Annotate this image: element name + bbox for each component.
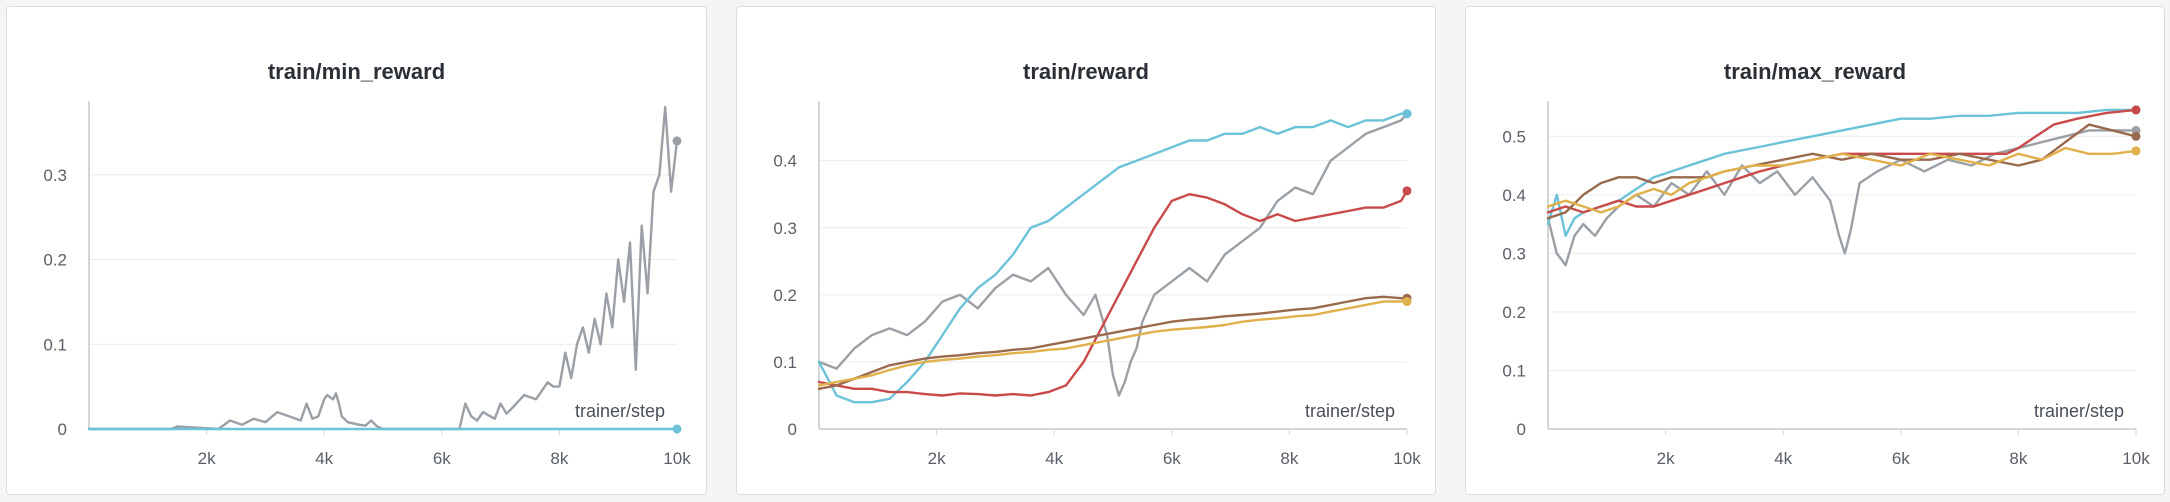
- chart-title: train/reward: [1023, 59, 1149, 84]
- series-line-gray: [1546, 129, 2138, 267]
- x-axis-title: trainer/step: [2034, 401, 2124, 421]
- series-line-gray: [87, 105, 679, 431]
- series-end-marker-cyan: [672, 424, 682, 434]
- chart-panel-reward: train/reward 0 0.1 0.2 0.3 0.4 2k 4k 6k 8k 10k tra…: [736, 6, 1436, 495]
- x-tick-label: 10k: [2122, 449, 2150, 468]
- x-tick-label: 8k: [550, 449, 568, 468]
- y-tick-label: 0.3: [43, 166, 67, 185]
- y-tick-label: 0.1: [1502, 361, 1526, 380]
- x-tick-label: 10k: [663, 449, 691, 468]
- series-end-marker-brown: [2131, 131, 2141, 141]
- series-line-brown: [817, 295, 1409, 390]
- series-end-marker-red: [2131, 105, 2141, 115]
- y-tick-label: 0.2: [1502, 303, 1526, 322]
- x-tick-label: 8k: [2009, 449, 2027, 468]
- x-tick-label: 4k: [1774, 449, 1792, 468]
- series-line-cyan: [817, 112, 1409, 404]
- chart-reward[interactable]: 0 0.1 0.2 0.3 0.4 2k 4k 6k 8k 10k trainer/step: [737, 7, 1437, 496]
- chart-panel-min-reward: train/min_reward 0 0.1 0.2 0.3 2k 4k 6k 8k 10k tr…: [6, 6, 707, 495]
- chart-min-reward[interactable]: 0 0.1 0.2 0.3 2k 4k 6k 8k 10k trainer/step: [7, 7, 708, 496]
- y-tick-label: 0.1: [773, 353, 797, 372]
- x-axis-title: trainer/step: [1305, 401, 1395, 421]
- series-line-red: [1546, 108, 2138, 214]
- y-tick-label: 0: [1517, 420, 1526, 439]
- y-tick-label: 0.2: [43, 251, 67, 270]
- chart-panel-max-reward: train/max_reward 0 0.1 0.2 0.3 0.4 0.5 2k 4k 6k 8…: [1465, 6, 2165, 495]
- x-tick-label: 8k: [1280, 449, 1298, 468]
- chart-title: train/max_reward: [1723, 59, 1907, 84]
- y-tick-label: 0: [788, 420, 797, 439]
- y-tick-label: 0.4: [773, 152, 797, 171]
- series-end-marker-gray: [672, 136, 682, 146]
- x-tick-label: 6k: [1163, 449, 1181, 468]
- x-tick-label: 6k: [1892, 449, 1910, 468]
- x-tick-label: 4k: [315, 449, 333, 468]
- series-line-yellow: [1546, 146, 2138, 214]
- x-tick-label: 4k: [1045, 449, 1063, 468]
- series-line-yellow: [817, 300, 1409, 387]
- series-line-red: [817, 189, 1409, 397]
- y-tick-label: 0.3: [1502, 244, 1526, 263]
- series-line-gray: [817, 112, 1409, 397]
- x-tick-label: 2k: [198, 449, 216, 468]
- y-tick-label: 0: [58, 420, 67, 439]
- x-tick-label: 10k: [1393, 449, 1421, 468]
- y-tick-label: 0.3: [773, 219, 797, 238]
- x-tick-label: 6k: [433, 449, 451, 468]
- series-end-marker-yellow: [1402, 297, 1412, 307]
- series-end-marker-yellow: [2131, 146, 2141, 156]
- y-tick-label: 0.2: [773, 286, 797, 305]
- x-axis-title: trainer/step: [575, 401, 665, 421]
- y-tick-label: 0.1: [43, 335, 67, 354]
- x-tick-label: 2k: [1657, 449, 1675, 468]
- series-end-marker-red: [1402, 186, 1412, 196]
- chart-title: train/min_reward: [267, 59, 446, 84]
- series-line-brown: [1546, 123, 2138, 220]
- series-end-marker-cyan: [1402, 109, 1412, 119]
- y-tick-label: 0.5: [1502, 127, 1526, 146]
- x-tick-label: 2k: [928, 449, 946, 468]
- y-tick-label: 0.4: [1502, 186, 1526, 205]
- chart-max-reward[interactable]: 0 0.1 0.2 0.3 0.4 0.5 2k 4k 6k 8k 10k trainer/step: [1466, 7, 2166, 496]
